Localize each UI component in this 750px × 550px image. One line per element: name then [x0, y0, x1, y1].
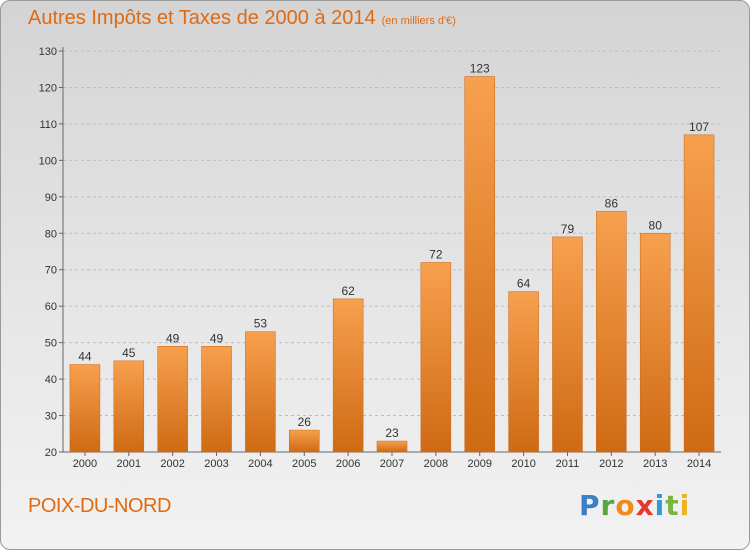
bar-2011	[552, 236, 583, 453]
x-tick-label: 2010	[511, 458, 535, 470]
y-tick-label: 70	[45, 265, 57, 277]
y-tick-label: 110	[39, 119, 57, 131]
bar-2002	[157, 346, 188, 453]
bar-value-label: 123	[470, 62, 490, 76]
bar-value-label: 26	[298, 415, 312, 429]
bar-value-label: 86	[605, 196, 619, 210]
x-tick-label: 2011	[556, 458, 580, 470]
x-tick-label: 2000	[73, 458, 97, 470]
y-tick-label: 90	[45, 192, 57, 204]
commune-name: POIX-DU-NORD	[28, 495, 171, 517]
bar-2009	[464, 76, 495, 453]
chart-subtitle: (en milliers d'€)	[381, 15, 456, 27]
bar-value-label: 49	[166, 331, 180, 345]
bar-2012	[596, 211, 627, 453]
y-tick-label: 40	[45, 374, 57, 386]
y-tick-label: 50	[45, 338, 57, 350]
bar-2006	[332, 298, 364, 453]
y-tick-label: 20	[45, 447, 57, 459]
y-tick-label: 60	[45, 301, 57, 313]
x-tick-label: 2014	[687, 458, 711, 470]
x-tick-label: 2012	[599, 458, 623, 470]
bar-2001	[113, 360, 145, 453]
bar-value-label: 44	[78, 350, 92, 364]
labels: 20 30 40 50 60 70 80 90 100 110 120 130 44 2000 45 2001…	[39, 46, 712, 470]
x-tick-label: 2005	[292, 458, 316, 470]
bar-value-label: 62	[341, 284, 355, 298]
y-tick-label: 130	[39, 46, 57, 58]
x-tick-label: 2007	[380, 458, 404, 470]
x-tick-label: 2008	[424, 458, 448, 470]
x-tick-label: 2001	[117, 458, 141, 470]
bar-value-label: 53	[254, 317, 268, 331]
bar-value-label: 49	[210, 331, 224, 345]
bar-value-label: 64	[517, 277, 531, 291]
proxiti-logo: Proxiti	[579, 489, 691, 522]
y-tick-label: 120	[39, 82, 57, 94]
x-tick-label: 2009	[467, 458, 491, 470]
bar-value-label: 23	[385, 426, 399, 440]
y-tick-label: 80	[45, 228, 57, 240]
bar-value-label: 107	[689, 120, 709, 134]
x-tick-label: 2013	[643, 458, 667, 470]
bar-value-label: 45	[122, 346, 136, 360]
bar-2005	[289, 429, 320, 453]
y-tick-label: 100	[39, 155, 57, 167]
x-tick-label: 2006	[336, 458, 360, 470]
y-tick-label: 30	[45, 411, 57, 423]
bar-value-label: 79	[561, 222, 575, 236]
bar-2013	[639, 233, 671, 453]
bar-2003	[201, 346, 232, 453]
bar-2004	[245, 331, 276, 453]
bar-value-label: 72	[429, 247, 443, 261]
bar-2014	[683, 134, 715, 453]
x-tick-label: 2004	[248, 458, 272, 470]
chart-title-text: Autres Impôts et Taxes de 2000 à 2014	[28, 7, 376, 29]
bar-2007	[376, 440, 408, 453]
bar-2000	[69, 364, 101, 453]
chart-title: Autres Impôts et Taxes de 2000 à 2014 (en…	[28, 7, 456, 30]
x-tick-label: 2003	[204, 458, 228, 470]
bars	[69, 76, 715, 453]
bar-2010	[508, 291, 539, 453]
bar-value-label: 80	[649, 218, 663, 232]
x-tick-label: 2002	[160, 458, 184, 470]
bar-2008	[420, 262, 452, 453]
